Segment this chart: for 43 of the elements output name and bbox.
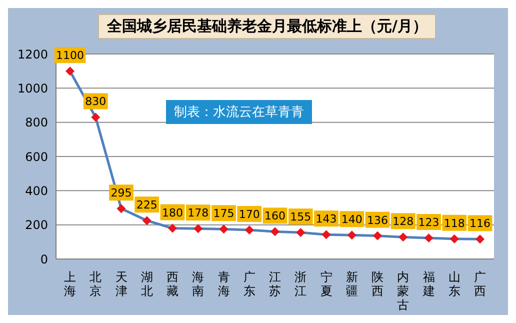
data-label: 136 (367, 214, 388, 227)
x-tick-label: 山东 (448, 270, 460, 298)
x-tick-label: 浙江 (294, 270, 307, 298)
x-tick-label: 福建 (422, 270, 435, 298)
data-label: 118 (444, 216, 465, 230)
data-label: 180 (162, 206, 183, 220)
x-tick-label: 内蒙古 (397, 270, 410, 312)
data-label: 295 (110, 186, 132, 200)
y-tick-label: 200 (25, 218, 48, 232)
y-tick-label: 0 (40, 252, 48, 266)
data-label: 116 (470, 217, 490, 230)
data-label: 170 (238, 208, 260, 221)
y-tick-label: 1200 (17, 47, 48, 62)
y-tick-label: 1000 (17, 81, 48, 96)
x-tick-label: 广西 (474, 270, 486, 298)
x-tick-label: 湖北 (140, 270, 153, 298)
x-tick-label: 陕西 (372, 270, 384, 298)
data-label: 225 (136, 198, 158, 212)
y-tick-label: 400 (25, 184, 48, 198)
x-tick-label: 上海 (64, 270, 76, 298)
x-tick-label: 北京 (90, 270, 102, 298)
data-label: 155 (290, 210, 312, 224)
x-tick-label: 新疆 (346, 270, 358, 298)
annotation: 制表：水流云在草青青 (166, 100, 312, 124)
y-tick-label: 600 (25, 150, 48, 164)
x-tick-label: 宁夏 (320, 270, 332, 298)
x-tick-label: 广东 (243, 270, 256, 298)
data-label: 123 (418, 216, 440, 229)
data-label: 1100 (56, 49, 84, 62)
y-tick-label: 800 (25, 116, 48, 130)
data-label: 160 (264, 210, 286, 223)
x-tick-label: 江苏 (269, 270, 281, 298)
x-tick-label: 青海 (218, 270, 230, 298)
data-label: 830 (85, 95, 106, 108)
chart-title: 全国城乡居民基础养老金月最低标准上（元/月） (98, 14, 436, 39)
x-tick-label: 天津 (115, 270, 128, 298)
data-label: 175 (213, 207, 234, 220)
data-label: 178 (188, 206, 209, 220)
data-label: 128 (392, 215, 414, 228)
data-label: 143 (316, 212, 337, 226)
x-tick-label: 海南 (192, 270, 204, 298)
data-label: 140 (341, 213, 362, 226)
x-tick-label: 西藏 (166, 270, 178, 298)
